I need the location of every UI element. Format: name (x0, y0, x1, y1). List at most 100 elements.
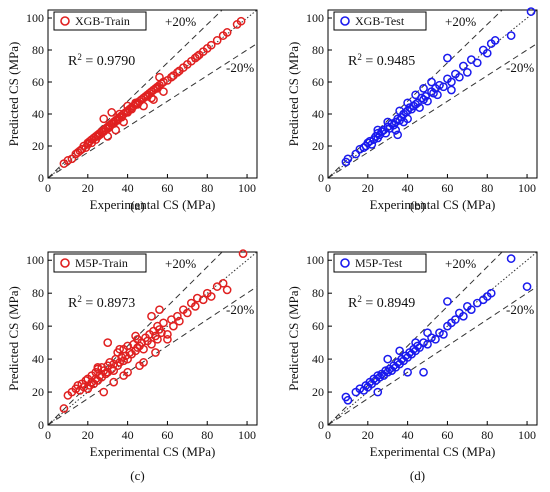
data-point (522, 282, 532, 291)
x-axis-label: Experimental CS (MPa) (370, 197, 496, 212)
data-point (367, 140, 377, 149)
data-point (395, 106, 405, 116)
data-point (159, 318, 168, 328)
data-points (59, 249, 248, 413)
band-lower-label: -20% (226, 60, 254, 75)
minus-20-line (48, 43, 257, 178)
data-point (381, 366, 391, 375)
data-point (403, 98, 412, 108)
band-upper-label: +20% (165, 256, 196, 271)
data-point (135, 361, 144, 371)
data-point (373, 125, 383, 135)
r2-annotation: R2 = 0.9790 (68, 52, 135, 69)
data-point (99, 387, 109, 397)
data-point (73, 381, 83, 390)
data-point (151, 348, 160, 357)
reference-lines (48, 252, 257, 425)
data-point (119, 117, 128, 127)
data-point (155, 72, 164, 82)
data-point (157, 328, 166, 338)
data-point (173, 311, 182, 321)
y-tick-label: 0 (318, 171, 324, 185)
y-axis-label: Predicted CS (MPa) (286, 42, 301, 147)
data-point (131, 98, 140, 108)
data-point (198, 295, 208, 305)
data-point (451, 315, 460, 324)
data-point (236, 16, 246, 26)
y-tick-label: 60 (32, 75, 44, 89)
y-tick-label: 100 (26, 11, 44, 25)
plot-frame (47, 251, 258, 426)
data-point (462, 68, 472, 77)
y-tick-label: 60 (312, 319, 324, 333)
band-upper-label: +20% (445, 256, 476, 271)
x-tick-label: 60 (441, 181, 453, 195)
data-point (343, 154, 353, 164)
y-axis-label: Predicted CS (MPa) (6, 286, 21, 391)
panel-caption: (d) (410, 468, 425, 483)
data-point (383, 117, 393, 127)
x-tick-label: 80 (481, 428, 493, 442)
data-point (415, 103, 424, 112)
y-tick-label: 0 (38, 418, 44, 432)
data-point (393, 130, 403, 140)
data-points (341, 7, 536, 167)
data-point (115, 109, 125, 119)
legend-label: XGB-Train (75, 14, 130, 28)
data-point (222, 28, 232, 37)
band-upper-label: +20% (445, 14, 476, 29)
data-point (403, 114, 412, 124)
legend-box (333, 253, 427, 273)
x-tick-label: 0 (325, 428, 331, 442)
legend-box (333, 11, 427, 31)
y-tick-label: 40 (312, 352, 324, 366)
data-point (163, 330, 172, 339)
data-point (206, 292, 216, 301)
data-point (153, 334, 162, 344)
x-tick-label: 20 (362, 181, 374, 195)
data-point (167, 72, 176, 82)
data-point (411, 90, 420, 100)
r2-annotation: R2 = 0.9485 (348, 52, 415, 69)
x-tick-label: 80 (201, 181, 213, 195)
data-point (119, 371, 128, 380)
data-point (421, 92, 430, 101)
x-tick-label: 60 (161, 428, 173, 442)
x-tick-label: 0 (325, 181, 331, 195)
data-point (459, 61, 468, 71)
plot-frame (47, 9, 258, 179)
data-point (490, 36, 500, 45)
y-axis-label: Predicted CS (MPa) (6, 42, 21, 147)
plot-frame (327, 9, 538, 179)
y-tick-label: 100 (306, 253, 324, 267)
data-point (383, 354, 393, 364)
data-point (373, 371, 383, 380)
plus-20-line (328, 10, 503, 178)
y-tick-label: 60 (32, 319, 44, 333)
minus-20-line (48, 286, 257, 425)
data-point (443, 53, 452, 63)
legend: M5P-Train (53, 253, 147, 273)
legend-box (53, 253, 147, 273)
x-tick-label: 100 (238, 181, 256, 195)
legend-label: XGB-Test (355, 14, 405, 28)
data-point (472, 58, 482, 68)
data-point (159, 87, 168, 96)
panel-caption: (b) (410, 198, 425, 213)
data-point (439, 82, 448, 92)
y-tick-label: 80 (32, 286, 44, 300)
x-axis-label: Experimental CS (MPa) (370, 444, 496, 459)
data-point (377, 127, 387, 136)
data-point (206, 40, 216, 50)
data-point (403, 367, 412, 377)
y-tick-label: 100 (26, 253, 44, 267)
y-tick-label: 40 (32, 352, 44, 366)
panel-a: 0 20 40 60 80 100 0 20 40 60 80 100 Experimental CS … (6, 9, 258, 213)
data-point (125, 348, 134, 357)
data-point (433, 90, 442, 100)
data-point (423, 339, 432, 349)
data-point (155, 305, 164, 315)
data-point (131, 331, 140, 341)
data-point (238, 249, 248, 258)
